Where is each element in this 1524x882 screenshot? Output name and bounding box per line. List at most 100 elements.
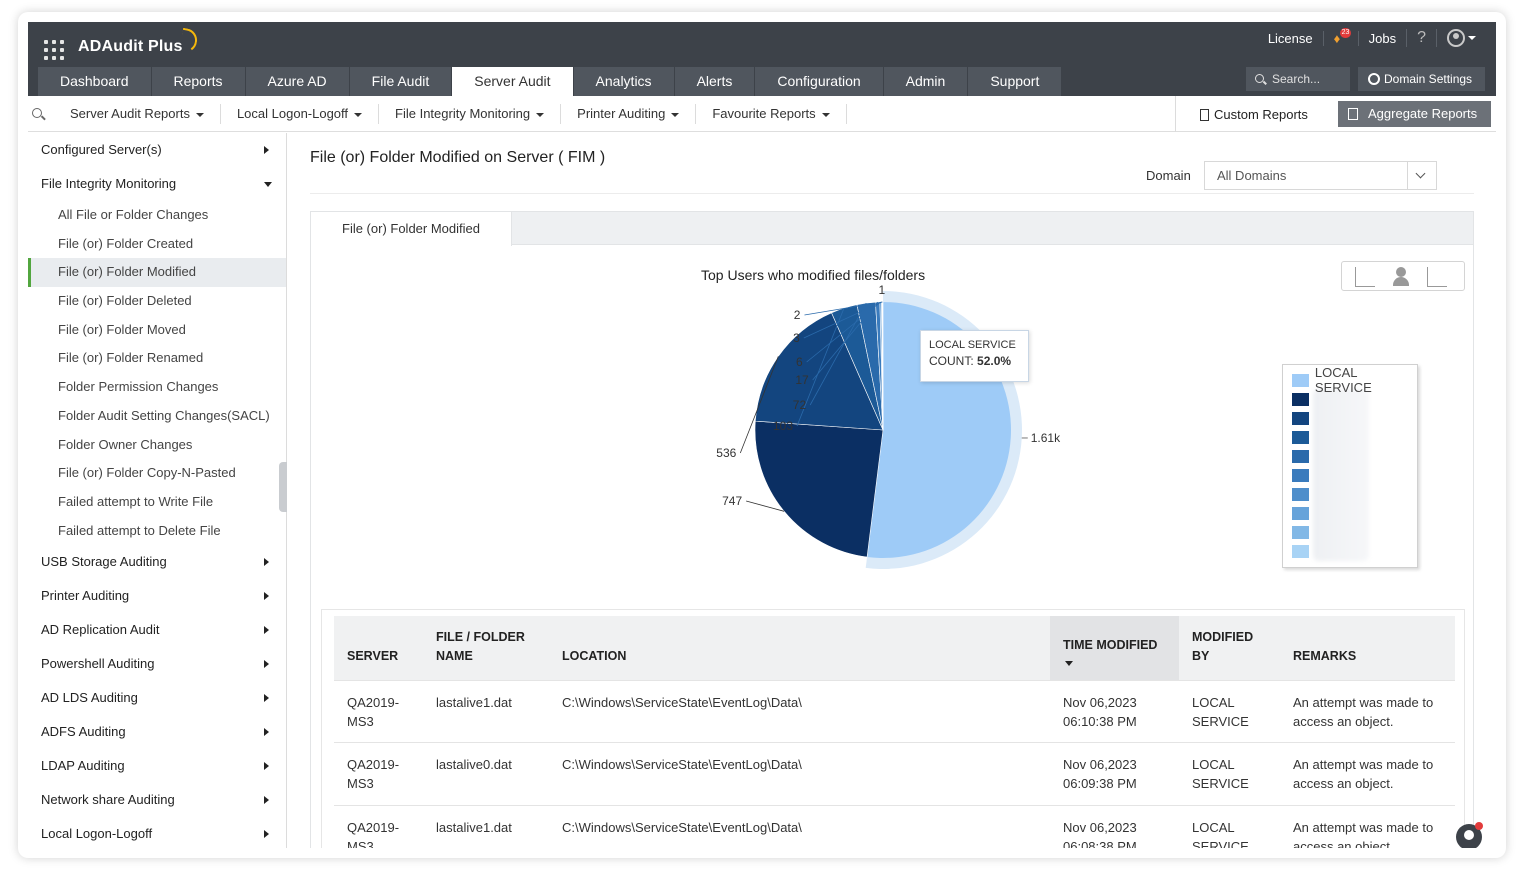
cell-location: C:\Windows\ServiceState\EventLog\Data\ [549,679,1050,743]
pie-data-label: 536 [716,446,736,460]
report-icon [1348,108,1358,120]
domain-select[interactable]: All Domains [1204,161,1437,190]
tab-azure-ad[interactable]: Azure AD [245,67,349,96]
legend-item[interactable] [1292,411,1309,425]
legend-item[interactable] [1292,468,1309,482]
sidebar-item-modified[interactable]: File (or) Folder Modified [28,258,286,288]
sidebar-group-ad-replication[interactable]: AD Replication Audit [28,613,286,647]
sidebar-group-usb-storage[interactable]: USB Storage Auditing [28,545,286,579]
sidebar-group-configured-servers[interactable]: Configured Server(s) [28,133,286,167]
col-location[interactable]: LOCATION [549,616,1050,680]
app-logo[interactable]: ADAudit Plus [78,38,183,55]
subnav-favourite-reports[interactable]: Favourite Reports [696,104,847,124]
tab-file-folder-modified[interactable]: File (or) Folder Modified [310,211,512,246]
notification-badge: 23 [1339,27,1352,38]
table-row[interactable]: QA2019- MS3 lastalive1.dat C:\Windows\Ser… [334,804,1455,849]
gear-icon [1368,73,1380,85]
tab-server-audit[interactable]: Server Audit [452,67,573,96]
legend-item[interactable] [1292,525,1309,539]
col-remarks[interactable]: REMARKS [1280,616,1455,680]
table-row[interactable]: QA2019- MS3 lastalive1.dat C:\Windows\Ser… [334,679,1455,743]
tab-admin[interactable]: Admin [883,67,968,96]
jobs-link[interactable]: Jobs [1357,30,1406,46]
subnav-local-logon-logoff[interactable]: Local Logon-Logoff [221,104,380,124]
sidebar-item-moved[interactable]: File (or) Folder Moved [58,321,186,337]
sidebar-group-ad-lds[interactable]: AD LDS Auditing [28,681,286,715]
sidebar-item-deleted[interactable]: File (or) Folder Deleted [58,293,192,309]
col-server[interactable]: SERVER [334,616,423,680]
col-time-modified[interactable]: TIME MODIFIED [1050,616,1179,680]
sidebar-item-created[interactable]: File (or) Folder Created [58,235,194,251]
subnav-server-audit-reports[interactable]: Server Audit Reports [54,104,221,124]
legend-item[interactable] [1292,487,1309,501]
legend-item[interactable] [1292,544,1309,558]
sidebar-item-sacl-changes[interactable]: Folder Audit Setting Changes(SACL) [58,407,270,423]
tab-dashboard[interactable]: Dashboard [38,67,151,96]
sidebar-item-permission-changes[interactable]: Folder Permission Changes [58,379,219,395]
legend-item[interactable]: LOCAL SERVICE [1292,365,1417,395]
sidebar-group-network-share[interactable]: Network share Auditing [28,783,286,817]
sidebar-collapse-handle[interactable] [279,462,287,512]
user-avatar-icon [1447,29,1465,47]
tab-alerts[interactable]: Alerts [674,67,755,96]
tab-analytics[interactable]: Analytics [573,67,674,96]
tab-file-audit[interactable]: File Audit [349,67,452,96]
user-menu[interactable] [1436,29,1486,47]
table-row[interactable]: QA2019- MS3 lastalive0.dat C:\Windows\Ser… [334,742,1455,805]
sidebar-item-renamed[interactable]: File (or) Folder Renamed [58,350,204,366]
cell-text: Nov 06,2023 [1063,694,1137,710]
user-chart-icon[interactable] [1392,267,1412,287]
cell-file: lastalive1.dat [423,679,549,743]
sub-navigation: Server Audit Reports Local Logon-Logoff … [28,96,1496,132]
pie-slice[interactable] [754,420,884,558]
chevron-down-icon [354,112,363,117]
cell-text: 06:08:38 PM [1063,838,1137,849]
chevron-right-icon [264,626,269,635]
sidebar-item-failed-delete[interactable]: Failed attempt to Delete File [58,522,221,538]
sidebar-group-adfs[interactable]: ADFS Auditing [28,715,286,749]
chart-refresh-icon[interactable] [1427,267,1447,287]
sort-desc-icon [1065,660,1073,666]
chat-support-icon[interactable] [1456,822,1483,848]
global-search-input[interactable]: Search... [1246,67,1350,91]
tab-configuration[interactable]: Configuration [755,67,883,96]
sidebar-group-ldap[interactable]: LDAP Auditing [28,749,286,783]
report-search-icon[interactable] [32,108,42,118]
domain-settings-button[interactable]: Domain Settings [1358,67,1485,91]
legend-redacted-area [1313,389,1369,561]
sidebar-item-owner-changes[interactable]: Folder Owner Changes [58,436,193,452]
pie-data-label: 747 [722,494,742,508]
apps-grid-icon[interactable] [44,40,64,60]
custom-reports-button[interactable]: Custom Reports [1175,96,1333,132]
notifications-button[interactable]: ♦ 23 [1322,27,1358,46]
sidebar-group-powershell[interactable]: Powershell Auditing [28,647,286,681]
col-modified-by[interactable]: MODIFIED BY [1179,616,1280,680]
col-file-name[interactable]: FILE / FOLDER NAME [423,616,549,680]
sidebar-group-printer[interactable]: Printer Auditing [28,579,286,613]
bell-icon: ♦ 23 [1333,27,1352,46]
chevron-right-icon [264,146,269,154]
help-icon[interactable]: ? [1406,29,1436,47]
sidebar-item-all-changes[interactable]: All File or Folder Changes [58,207,209,222]
sidebar-item-copy-n-pasted[interactable]: File (or) Folder Copy-N-Pasted [58,465,236,481]
license-link[interactable]: License [1267,30,1313,46]
sidebar-item-failed-write[interactable]: Failed attempt to Write File [58,493,214,509]
chart-add-icon[interactable] [1355,267,1375,287]
legend-item[interactable] [1292,449,1309,463]
table-header-row: SERVER FILE / FOLDER NAME LOCATION TIME M… [334,616,1455,680]
legend-swatch [1292,392,1309,406]
domain-settings-label: Domain Settings [1384,72,1473,86]
sidebar-group-fim[interactable]: File Integrity Monitoring [28,167,286,201]
subnav-file-integrity-monitoring[interactable]: File Integrity Monitoring [379,104,562,124]
cell-text: SERVICE [1192,776,1249,791]
legend-item[interactable] [1292,506,1309,520]
tab-reports[interactable]: Reports [151,67,245,96]
sidebar-group-local-logon[interactable]: Local Logon-Logoff [28,817,286,848]
legend-item[interactable] [1292,392,1309,406]
subnav-printer-auditing[interactable]: Printer Auditing [561,104,697,124]
legend-item[interactable] [1292,430,1309,444]
sidebar-group-label: Network share Auditing [41,792,175,808]
chevron-right-icon [264,762,269,771]
aggregate-reports-button[interactable]: Aggregate Reports [1338,101,1491,127]
tab-support[interactable]: Support [968,67,1062,96]
